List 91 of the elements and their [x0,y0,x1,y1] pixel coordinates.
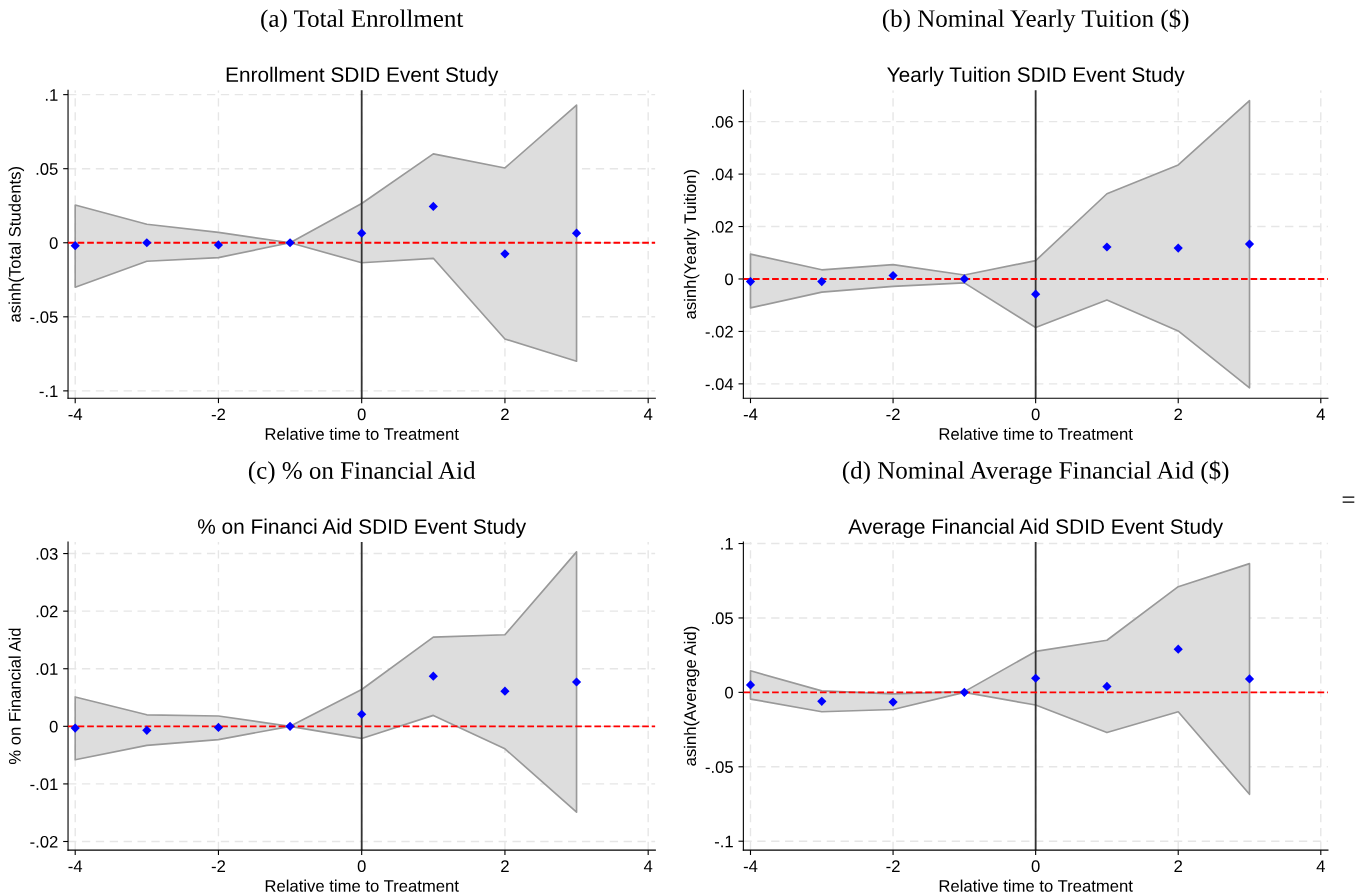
y-tick-label: -.05 [30,311,58,324]
point [1102,681,1112,692]
point [571,228,582,238]
y-tick-label: -.01 [30,778,58,791]
point [428,671,438,681]
point [1031,673,1041,683]
point [888,697,898,707]
y-tick-label: .03 [36,547,58,560]
point [357,228,367,238]
x-tick-label: -4 [68,860,83,872]
x-tick-label: 0 [1031,860,1040,873]
point [500,686,510,696]
point [1173,243,1183,253]
y-axis-title: asinh(Average Aid) [683,626,700,766]
x-tick-label: 2 [501,860,509,872]
chart-subtitle: Enrollment SDID Event Study [226,66,499,87]
x-tick-label: -4 [743,408,758,421]
point [571,677,582,687]
point [1244,674,1255,684]
point [500,249,510,259]
point [1244,239,1255,249]
y-tick-label: .06 [712,116,733,128]
chart-title: (b) Nominal Yearly Tuition ($) [882,8,1189,33]
x-axis-title: Relative time to Treatment [265,879,459,892]
x-tick-label: -2 [886,408,900,421]
text: = [1342,496,1355,503]
point [213,722,224,733]
chart-title: (a) Total Enrollment [261,9,464,33]
point [1173,644,1183,654]
x-tick-label: 4 [1316,408,1325,421]
y-tick-label: .05 [712,612,733,625]
x-tick-label: 4 [643,860,653,872]
x-axis-title: Relative time to Treatment [939,879,1133,892]
x-tick-label: 2 [1174,860,1183,872]
y-tick-label: -.02 [30,835,58,848]
y-axis-title: asinh(Yearly Tuition) [683,170,700,319]
point [817,276,827,287]
chart-title: (c) % on Financial Aid [248,461,476,485]
point [959,274,969,284]
x-tick-label: 0 [357,860,366,873]
y-tick-label: .01 [36,663,58,675]
chart-title: (d) Nominal Average Financial Aid ($) [842,460,1229,485]
x-tick-label: -4 [743,860,758,872]
y-tick-label: 0 [49,720,58,733]
point [1102,242,1112,252]
point [1031,289,1041,299]
x-tick-label: -2 [211,860,226,872]
y-tick-label: .05 [36,163,58,175]
x-axis-title: Relative time to Treatment [939,427,1133,440]
y-tick-label: 0 [725,686,733,699]
x-tick-label: 0 [1031,408,1040,421]
x-tick-label: -2 [211,408,226,421]
x-tick-label: -4 [68,408,83,421]
y-tick-label: -.04 [705,378,734,391]
point [888,270,898,281]
point [285,721,295,731]
point [142,238,152,248]
y-tick-label: -.1 [39,385,58,397]
x-tick-label: 4 [643,408,653,421]
x-tick-label: 2 [501,408,509,421]
x-tick-label: 4 [1316,860,1325,872]
x-tick-label: -2 [886,860,900,872]
x-tick-label: 0 [357,408,366,421]
y-tick-label: .1 [721,538,733,550]
y-tick-label: .1 [45,89,58,101]
point [213,240,224,250]
y-tick-label: -.02 [705,325,733,338]
chart-subtitle: Yearly Tuition SDID Event Study [887,66,1185,87]
y-tick-label: .02 [712,220,733,233]
y-tick-label: .04 [712,168,734,181]
point [959,687,969,697]
chart-subtitle: % on Financi Aid SDID Event Study [198,518,527,539]
y-axis-title: asinh(Total Students) [8,166,25,322]
x-tick-label: 2 [1174,408,1183,421]
point [817,696,827,706]
point [428,201,438,212]
point [285,238,295,248]
y-axis-title: % on Financial Aid [8,628,21,765]
y-tick-label: 0 [725,273,733,286]
point [142,725,152,735]
point [745,680,756,690]
y-tick-label: 0 [49,237,58,249]
y-tick-label: .02 [36,605,58,618]
y-tick-label: -.1 [714,835,733,848]
chart-subtitle: Average Financial Aid SDID Event Study [848,518,1224,539]
point [745,276,756,287]
point [357,709,367,719]
x-axis-title: Relative time to Treatment [265,427,459,440]
point [70,241,80,251]
y-tick-label: -.05 [705,761,733,773]
point [70,723,80,733]
